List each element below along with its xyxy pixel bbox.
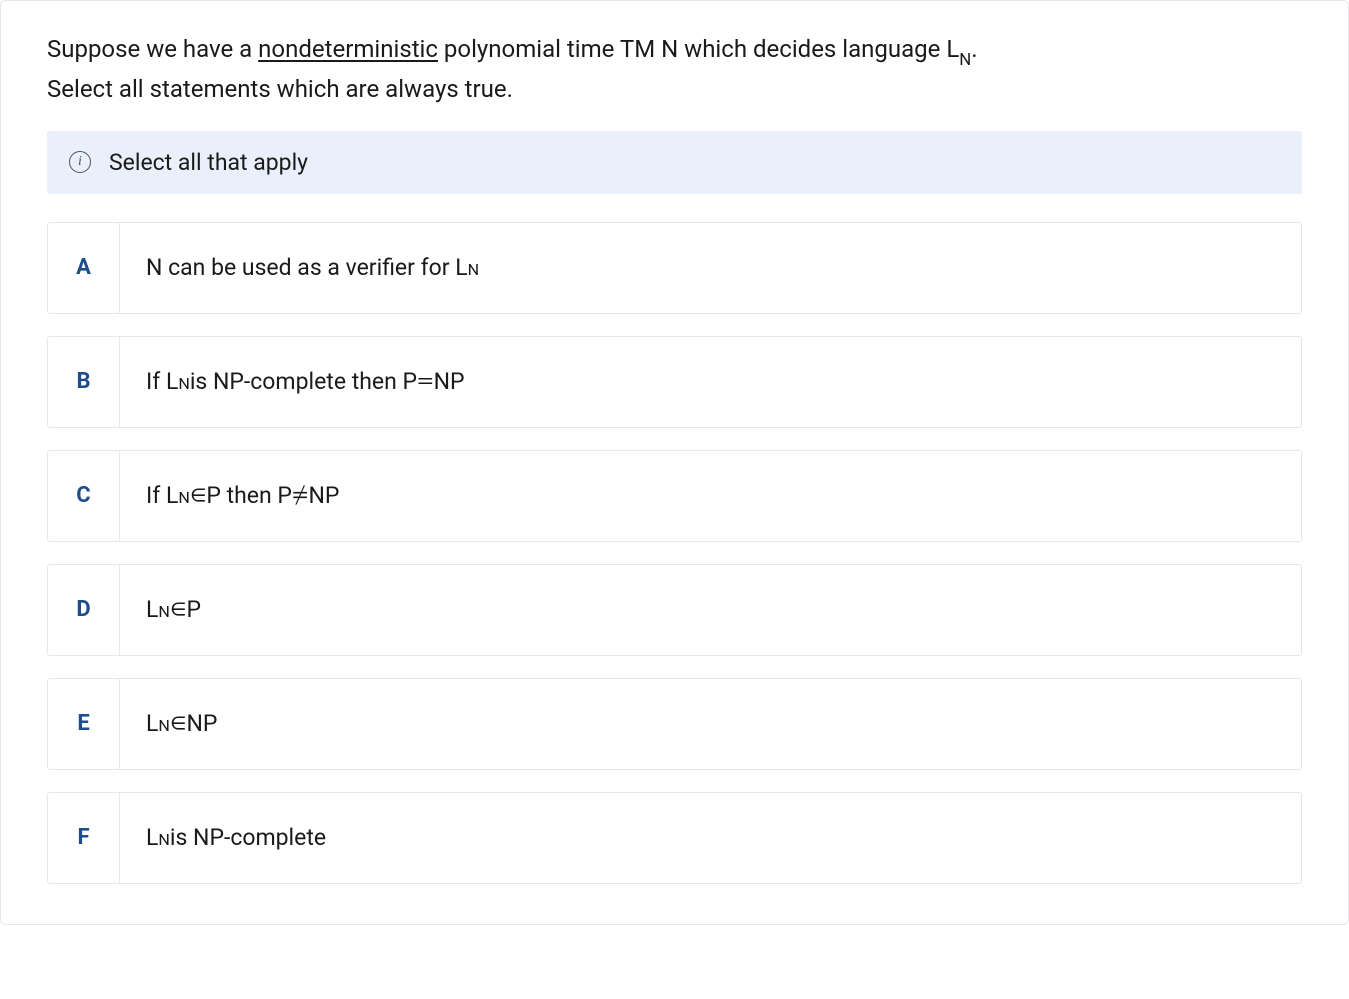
option-content: If LN is NP-complete then P = NP — [120, 337, 1301, 427]
option-d[interactable]: DLN ∈ P — [47, 564, 1302, 656]
option-content: LN is NP-complete — [120, 793, 1301, 883]
option-content: LN ∈ P — [120, 565, 1301, 655]
question-prompt: Suppose we have a nondeterministic polyn… — [47, 31, 1302, 107]
option-a[interactable]: AN can be used as a verifier for LN — [47, 222, 1302, 314]
option-f[interactable]: FLN is NP-complete — [47, 792, 1302, 884]
options-list: AN can be used as a verifier for LNBIf L… — [47, 222, 1302, 884]
option-content: N can be used as a verifier for LN — [120, 223, 1301, 313]
option-letter: F — [48, 793, 120, 883]
info-icon: i — [69, 151, 91, 173]
option-letter: C — [48, 451, 120, 541]
option-letter: E — [48, 679, 120, 769]
hint-bar: i Select all that apply — [47, 131, 1302, 194]
option-letter: D — [48, 565, 120, 655]
option-letter: A — [48, 223, 120, 313]
hint-text: Select all that apply — [109, 149, 308, 176]
question-line2: Select all statements which are always t… — [47, 75, 513, 103]
option-letter: B — [48, 337, 120, 427]
question-card: Suppose we have a nondeterministic polyn… — [0, 0, 1349, 925]
option-content: LN ∈ NP — [120, 679, 1301, 769]
option-e[interactable]: ELN ∈ NP — [47, 678, 1302, 770]
question-line1: Suppose we have a nondeterministic polyn… — [47, 35, 978, 63]
option-content: If LN ∈ P then P ≠ NP — [120, 451, 1301, 541]
option-b[interactable]: BIf LN is NP-complete then P = NP — [47, 336, 1302, 428]
option-c[interactable]: CIf LN ∈ P then P ≠ NP — [47, 450, 1302, 542]
